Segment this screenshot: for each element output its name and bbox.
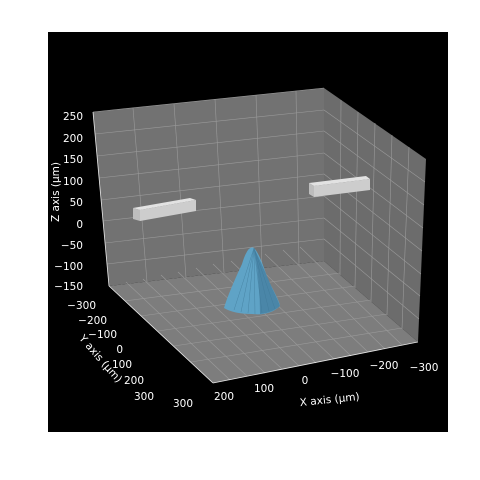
floor-pane <box>109 261 418 383</box>
z-tick: 100 <box>63 176 83 188</box>
x-tick: 200 <box>214 391 234 403</box>
z-tick: −100 <box>54 261 83 273</box>
y-tick: 300 <box>134 391 154 403</box>
z-tick: 0 <box>76 219 83 231</box>
x-axis-label: X axis (μm) <box>299 391 360 409</box>
x-tick: 0 <box>302 375 309 387</box>
z-tick: 200 <box>63 133 83 145</box>
z-tick: 150 <box>63 154 83 166</box>
x-tick: 100 <box>254 383 274 395</box>
y-tick: 200 <box>124 375 144 387</box>
3d-plot: 250 200 150 100 50 0 −50 −100 −150 −300 … <box>50 87 439 410</box>
x-tick: −100 <box>331 368 360 380</box>
y-tick: 100 <box>112 359 132 371</box>
gridlines <box>92 87 426 381</box>
bar-right <box>309 176 370 197</box>
bar-left <box>133 198 196 221</box>
z-tick: 250 <box>63 111 83 123</box>
cone <box>224 247 280 315</box>
x-tick: 300 <box>173 398 193 410</box>
axis-edges <box>92 111 419 384</box>
y-tick: −100 <box>88 329 117 341</box>
z-axis-label: Z axis (μm) <box>50 162 62 222</box>
y-tick: −200 <box>78 315 107 327</box>
z-tick: 50 <box>70 197 83 209</box>
x-tick: −300 <box>410 362 439 374</box>
figure: 250 200 150 100 50 0 −50 −100 −150 −300 … <box>48 32 448 432</box>
y-tick: −300 <box>67 300 96 312</box>
z-tick: −50 <box>61 240 83 252</box>
z-tick: −150 <box>54 281 83 293</box>
back-right-pane <box>324 88 426 342</box>
y-tick: 0 <box>116 344 123 356</box>
x-tick: −200 <box>370 360 399 372</box>
